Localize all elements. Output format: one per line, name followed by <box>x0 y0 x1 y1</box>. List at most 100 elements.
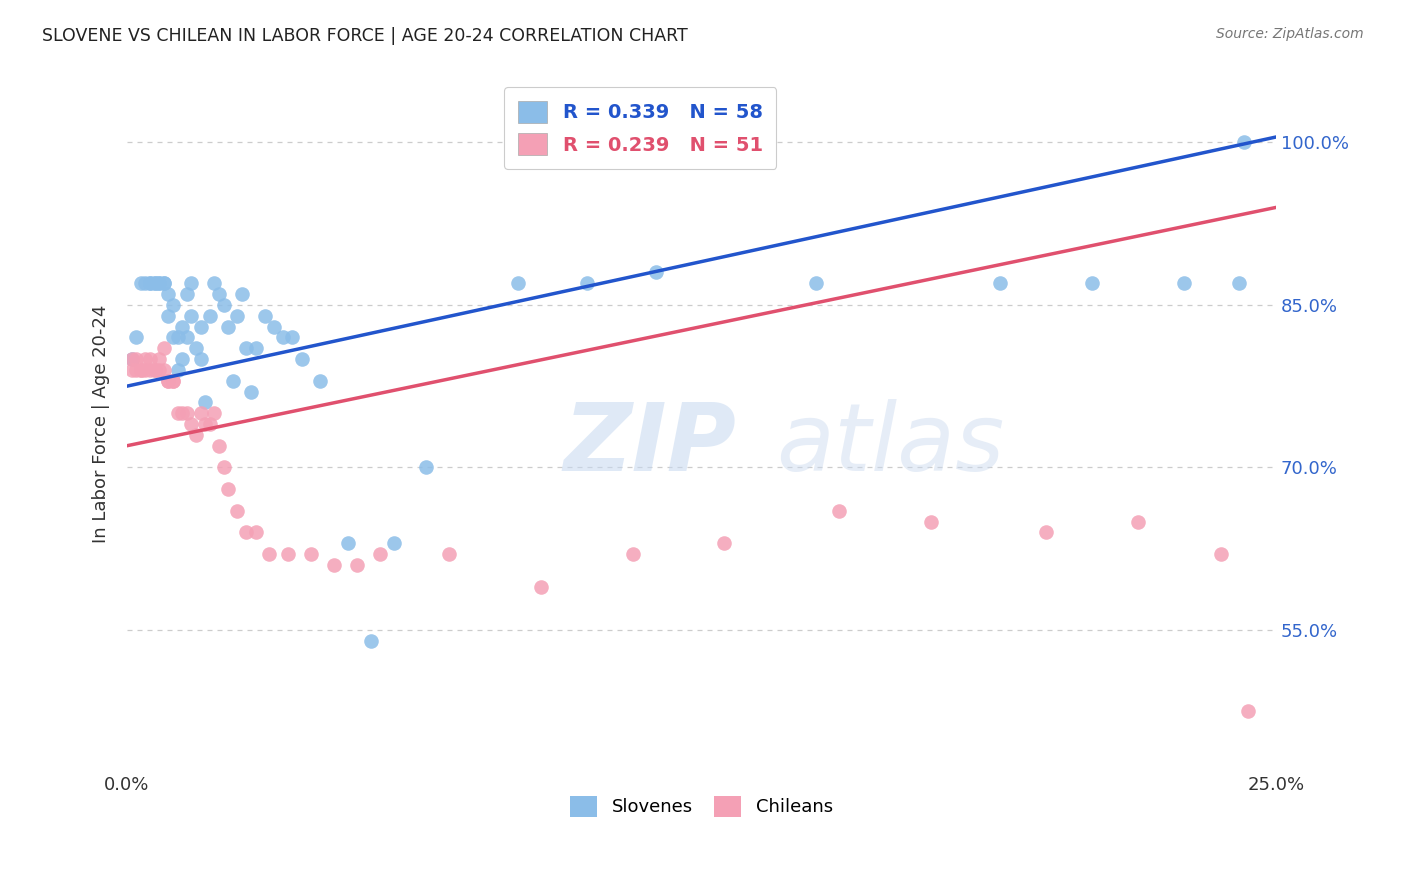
Point <box>530 580 553 594</box>
Point <box>202 406 225 420</box>
Point <box>184 428 207 442</box>
Point <box>180 309 202 323</box>
Legend: Slovenes, Chileans: Slovenes, Chileans <box>562 789 841 824</box>
Point <box>1035 525 1057 540</box>
Point <box>198 417 221 431</box>
Point <box>208 439 231 453</box>
Point <box>194 417 217 431</box>
Point <box>143 277 166 291</box>
Point <box>143 363 166 377</box>
Point <box>713 536 735 550</box>
Point <box>194 395 217 409</box>
Point <box>415 460 437 475</box>
Point <box>263 319 285 334</box>
Point <box>139 363 162 377</box>
Point <box>245 341 267 355</box>
Point <box>368 547 391 561</box>
Point <box>152 363 174 377</box>
Point <box>176 406 198 420</box>
Point <box>1081 277 1104 291</box>
Point <box>129 363 152 377</box>
Point <box>1237 704 1260 718</box>
Text: SLOVENE VS CHILEAN IN LABOR FORCE | AGE 20-24 CORRELATION CHART: SLOVENE VS CHILEAN IN LABOR FORCE | AGE … <box>42 27 688 45</box>
Point <box>134 352 156 367</box>
Point <box>152 277 174 291</box>
Point <box>208 287 231 301</box>
Text: atlas: atlas <box>776 400 1004 491</box>
Point <box>828 504 851 518</box>
Point <box>190 352 212 367</box>
Point <box>172 319 194 334</box>
Point <box>198 309 221 323</box>
Point <box>235 341 257 355</box>
Point <box>217 319 239 334</box>
Point <box>212 460 235 475</box>
Point <box>162 298 184 312</box>
Point <box>134 363 156 377</box>
Point <box>176 287 198 301</box>
Point <box>644 265 666 279</box>
Point <box>240 384 263 399</box>
Point <box>920 515 942 529</box>
Point <box>143 277 166 291</box>
Point <box>121 363 143 377</box>
Text: ZIP: ZIP <box>564 399 737 491</box>
Point <box>575 277 598 291</box>
Point <box>806 277 828 291</box>
Point <box>125 352 148 367</box>
Point <box>291 352 314 367</box>
Point <box>162 330 184 344</box>
Point <box>253 309 276 323</box>
Point <box>1227 277 1250 291</box>
Point <box>437 547 460 561</box>
Point <box>277 547 299 561</box>
Text: Source: ZipAtlas.com: Source: ZipAtlas.com <box>1216 27 1364 41</box>
Point <box>621 547 644 561</box>
Point <box>172 352 194 367</box>
Point <box>148 277 170 291</box>
Point <box>162 374 184 388</box>
Point <box>129 277 152 291</box>
Point <box>121 352 143 367</box>
Point <box>152 341 174 355</box>
Point <box>299 547 322 561</box>
Point <box>346 558 368 572</box>
Point <box>336 536 359 550</box>
Y-axis label: In Labor Force | Age 20-24: In Labor Force | Age 20-24 <box>93 305 110 543</box>
Point <box>988 277 1011 291</box>
Point <box>1126 515 1149 529</box>
Point <box>222 374 245 388</box>
Point <box>382 536 405 550</box>
Point <box>139 352 162 367</box>
Point <box>217 482 239 496</box>
Point <box>157 309 180 323</box>
Point <box>157 374 180 388</box>
Point <box>139 277 162 291</box>
Point <box>152 277 174 291</box>
Point <box>148 352 170 367</box>
Point <box>190 406 212 420</box>
Point <box>176 330 198 344</box>
Point <box>245 525 267 540</box>
Point <box>148 277 170 291</box>
Point <box>166 363 188 377</box>
Point <box>180 417 202 431</box>
Point <box>190 319 212 334</box>
Point <box>148 363 170 377</box>
Point <box>259 547 281 561</box>
Point <box>322 558 344 572</box>
Point <box>1173 277 1195 291</box>
Point <box>139 277 162 291</box>
Point <box>226 504 249 518</box>
Point <box>184 341 207 355</box>
Point <box>172 406 194 420</box>
Point <box>271 330 294 344</box>
Point <box>166 330 188 344</box>
Point <box>226 309 249 323</box>
Point <box>157 374 180 388</box>
Point <box>202 277 225 291</box>
Point <box>129 363 152 377</box>
Point <box>1233 136 1256 150</box>
Point <box>231 287 253 301</box>
Point <box>166 406 188 420</box>
